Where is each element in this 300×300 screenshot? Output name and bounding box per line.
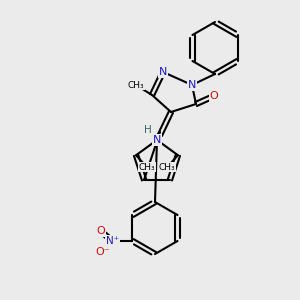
Text: N⁺: N⁺ <box>106 236 119 246</box>
Text: O⁻: O⁻ <box>95 247 110 257</box>
Text: N: N <box>159 67 167 77</box>
Text: CH₃: CH₃ <box>128 80 144 89</box>
Text: N: N <box>153 135 161 145</box>
Text: N: N <box>188 80 196 90</box>
Text: CH₃: CH₃ <box>139 163 155 172</box>
Text: O: O <box>96 226 105 236</box>
Text: O: O <box>210 91 218 101</box>
Text: H: H <box>144 125 152 135</box>
Text: CH₃: CH₃ <box>159 163 175 172</box>
